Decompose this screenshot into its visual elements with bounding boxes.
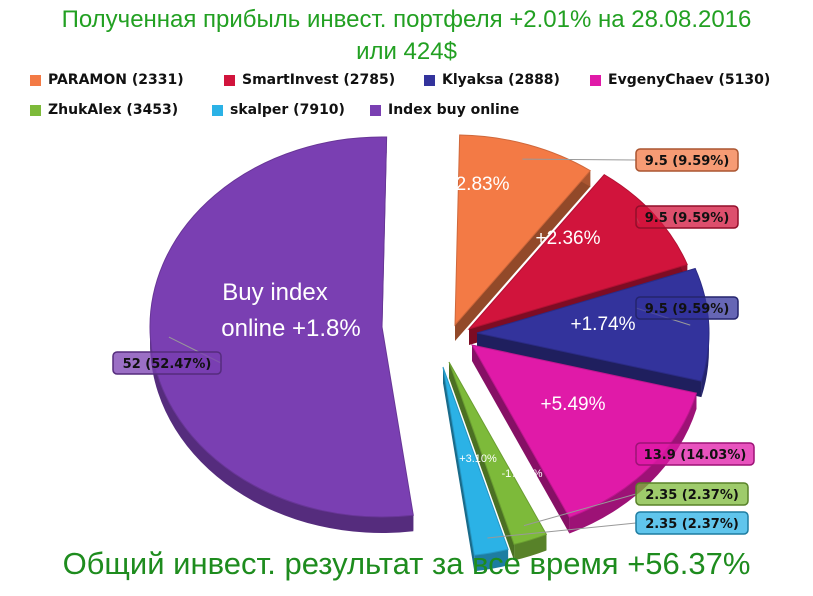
slice-text-klyaksa-2888: +1.74% bbox=[571, 314, 636, 335]
data-label-box-paramon-2331 bbox=[635, 148, 739, 172]
legend-swatch bbox=[30, 104, 41, 116]
slice-side-paramon-2331 bbox=[455, 170, 591, 341]
data-label-box-zhukalex-3453 bbox=[635, 482, 749, 506]
data-label-box-skalper-7910 bbox=[635, 511, 749, 535]
legend-item-skalper: skalper (7910) bbox=[212, 102, 345, 118]
legend-label: PARAMON (2331) bbox=[48, 72, 184, 88]
slice-side-zhukalex-3453 bbox=[449, 362, 515, 561]
legend-item-evgenychaev: EvgenyChaev (5130) bbox=[590, 72, 770, 88]
data-label-zhukalex-3453: 2.35 (2.37%) bbox=[645, 488, 739, 503]
slice-index-buy-online bbox=[149, 136, 414, 518]
slice-text-zhukalex-3453: -17.84% bbox=[502, 468, 543, 480]
title-line-1: Полученная прибыль инвест. портфеля +2.0… bbox=[61, 6, 752, 33]
slice-rim-zhukalex-3453 bbox=[514, 534, 547, 561]
slice-text-evgenychaev-5130: +5.49% bbox=[541, 394, 606, 415]
slice-side-skalper-7910 bbox=[443, 367, 475, 572]
slice-rim-evgenychaev-5130 bbox=[569, 393, 697, 534]
leader-line-zhukalex-3453 bbox=[523, 493, 637, 527]
data-label-evgenychaev-5130: 13.9 (14.03%) bbox=[644, 448, 747, 463]
data-label-index-buy-online: 52 (52.47%) bbox=[123, 357, 212, 372]
leader-line-skalper-7910 bbox=[487, 522, 637, 539]
slice-side-klyaksa-2888 bbox=[477, 333, 702, 398]
legend-item-index-buy-online: Index buy online bbox=[370, 102, 519, 118]
slice-skalper-7910 bbox=[442, 366, 509, 556]
data-label-skalper-7910: 2.35 (2.37%) bbox=[645, 517, 739, 532]
legend-swatch bbox=[224, 74, 235, 86]
legend-swatch bbox=[30, 74, 41, 86]
legend-item-klyaksa: Klyaksa (2888) bbox=[424, 72, 560, 88]
legend-label: skalper (7910) bbox=[230, 102, 345, 118]
data-label-box-klyaksa-2888 bbox=[635, 296, 739, 320]
legend-label: Klyaksa (2888) bbox=[442, 72, 560, 88]
slice-paramon-2331 bbox=[454, 134, 592, 327]
chart-title: Полученная прибыль инвест. портфеля +2.0… bbox=[0, 4, 813, 68]
data-labels: 9.5 (9.59%) 9.5 (9.59%) 9.5 (9.59%) 13.9 (1… bbox=[112, 148, 755, 539]
slice-text-skalper-7910: +3.10% bbox=[459, 453, 497, 465]
legend-item-zhukalex: ZhukAlex (3453) bbox=[30, 102, 178, 118]
data-label-box-index-buy-online bbox=[112, 351, 222, 375]
legend-label: Index buy online bbox=[388, 102, 520, 118]
data-label-box-evgenychaev-5130 bbox=[635, 442, 755, 466]
leader-line-paramon-2331 bbox=[522, 158, 637, 161]
legend-swatch bbox=[370, 104, 381, 116]
slice-side-evgenychaev-5130 bbox=[472, 345, 570, 534]
data-label-paramon-2331: 9.5 (9.59%) bbox=[645, 154, 730, 169]
slice-text-smartinvest-2785: +2.36% bbox=[536, 228, 601, 249]
legend-swatch bbox=[212, 104, 223, 116]
slice-zhukalex-3453 bbox=[448, 361, 548, 545]
slice-text-paramon-2331: +2.83% bbox=[445, 174, 510, 195]
total-result-caption: Общий инвест. результат за все время +56… bbox=[62, 546, 751, 581]
slice-evgenychaev-5130 bbox=[471, 344, 698, 519]
slice-rim-skalper-7910 bbox=[474, 549, 509, 572]
legend-item-smartinvest: SmartInvest (2785) bbox=[224, 72, 395, 88]
data-label-box-smartinvest-2785 bbox=[635, 205, 739, 229]
legend-label: SmartInvest (2785) bbox=[242, 72, 396, 88]
legend-label: ZhukAlex (3453) bbox=[48, 102, 179, 118]
legend-swatch bbox=[590, 74, 601, 86]
legend-item-paramon: PARAMON (2331) bbox=[30, 72, 184, 88]
data-label-klyaksa-2888: 9.5 (9.59%) bbox=[645, 302, 730, 317]
slice-text-index-line-2: online +1.8% bbox=[221, 315, 360, 342]
legend-label: EvgenyChaev (5130) bbox=[608, 72, 771, 88]
legend-swatch bbox=[424, 74, 435, 86]
slice-text-index-line-1: Buy index bbox=[222, 279, 327, 306]
data-label-smartinvest-2785: 9.5 (9.59%) bbox=[645, 211, 730, 226]
slice-tops: +2.83% +2.36% +1.74% +5.49% -17.84% +3.10% Buy… bbox=[149, 134, 710, 556]
title-line-2: или 424$ bbox=[356, 38, 457, 65]
